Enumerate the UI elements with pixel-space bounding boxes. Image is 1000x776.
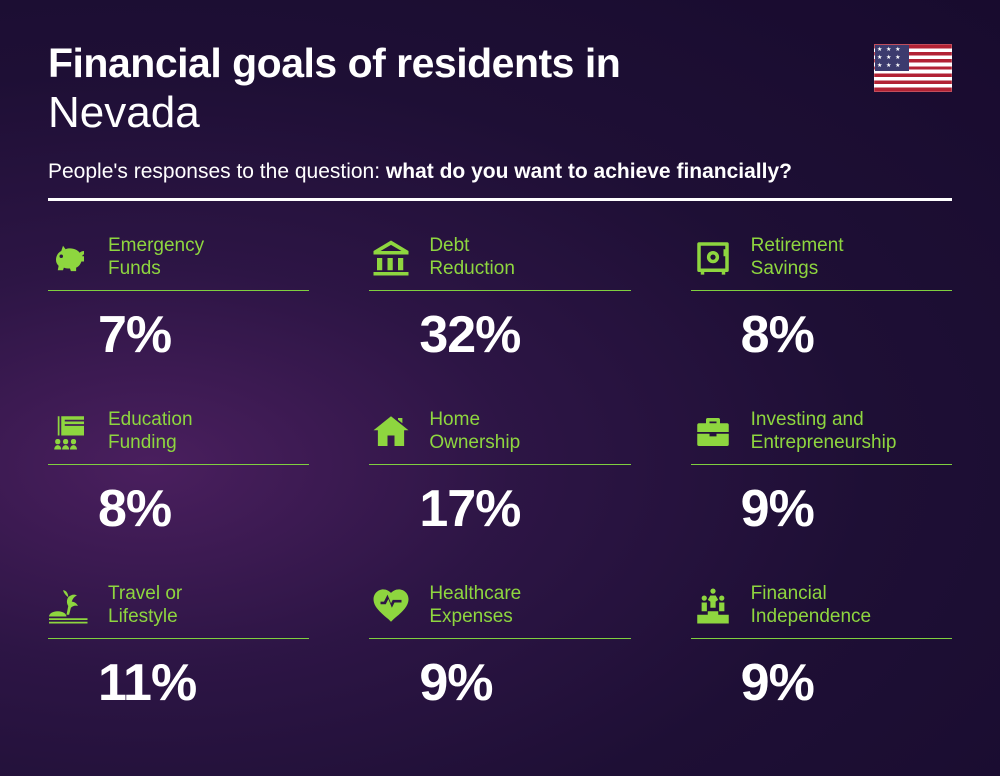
card-label: Healthcare Expenses bbox=[429, 583, 521, 629]
card-header: Retirement Savings bbox=[691, 235, 952, 291]
briefcase-icon bbox=[691, 410, 735, 454]
card-header: Travel or Lifestyle bbox=[48, 583, 309, 639]
subtitle-bold: what do you want to achieve financially? bbox=[386, 160, 792, 183]
card-value: 9% bbox=[691, 653, 952, 713]
divider bbox=[48, 198, 952, 201]
card-debt-reduction: Debt Reduction 32% bbox=[369, 235, 630, 365]
card-label: Debt Reduction bbox=[429, 235, 515, 281]
card-value: 7% bbox=[48, 305, 309, 365]
card-value: 9% bbox=[691, 479, 952, 539]
card-value: 8% bbox=[691, 305, 952, 365]
card-value: 11% bbox=[48, 653, 309, 713]
card-label: Education Funding bbox=[108, 409, 193, 455]
card-emergency-funds: Emergency Funds 7% bbox=[48, 235, 309, 365]
card-header: Emergency Funds bbox=[48, 235, 309, 291]
card-home-ownership: Home Ownership 17% bbox=[369, 409, 630, 539]
title-line1: Financial goals of residents in bbox=[48, 40, 952, 87]
card-header: Debt Reduction bbox=[369, 235, 630, 291]
education-icon bbox=[48, 410, 92, 454]
card-header: Investing and Entrepreneurship bbox=[691, 409, 952, 465]
subtitle-prefix: People's responses to the question: bbox=[48, 160, 386, 183]
card-travel: Travel or Lifestyle 11% bbox=[48, 583, 309, 713]
card-label: Financial Independence bbox=[751, 583, 871, 629]
travel-icon bbox=[48, 584, 92, 628]
card-label: Travel or Lifestyle bbox=[108, 583, 182, 629]
card-value: 17% bbox=[369, 479, 630, 539]
card-header: Financial Independence bbox=[691, 583, 952, 639]
card-header: Home Ownership bbox=[369, 409, 630, 465]
card-investing: Investing and Entrepreneurship 9% bbox=[691, 409, 952, 539]
card-header: Healthcare Expenses bbox=[369, 583, 630, 639]
card-healthcare: Healthcare Expenses 9% bbox=[369, 583, 630, 713]
card-value: 32% bbox=[369, 305, 630, 365]
goals-grid: Emergency Funds 7% Debt Reduction 32% Re… bbox=[48, 235, 952, 713]
card-education-funding: Education Funding 8% bbox=[48, 409, 309, 539]
card-header: Education Funding bbox=[48, 409, 309, 465]
piggy-bank-icon bbox=[48, 236, 92, 280]
card-value: 9% bbox=[369, 653, 630, 713]
independence-icon bbox=[691, 584, 735, 628]
subtitle: People's responses to the question: what… bbox=[48, 160, 952, 184]
card-independence: Financial Independence 9% bbox=[691, 583, 952, 713]
house-icon bbox=[369, 410, 413, 454]
card-label: Emergency Funds bbox=[108, 235, 204, 281]
card-retirement-savings: Retirement Savings 8% bbox=[691, 235, 952, 365]
bank-icon bbox=[369, 236, 413, 280]
safe-icon bbox=[691, 236, 735, 280]
card-label: Retirement Savings bbox=[751, 235, 844, 281]
card-value: 8% bbox=[48, 479, 309, 539]
title-line2: Nevada bbox=[48, 89, 952, 137]
us-flag-icon bbox=[874, 44, 952, 92]
card-label: Home Ownership bbox=[429, 409, 520, 455]
card-label: Investing and Entrepreneurship bbox=[751, 409, 897, 455]
healthcare-icon bbox=[369, 584, 413, 628]
header: Financial goals of residents in Nevada P… bbox=[48, 40, 952, 201]
